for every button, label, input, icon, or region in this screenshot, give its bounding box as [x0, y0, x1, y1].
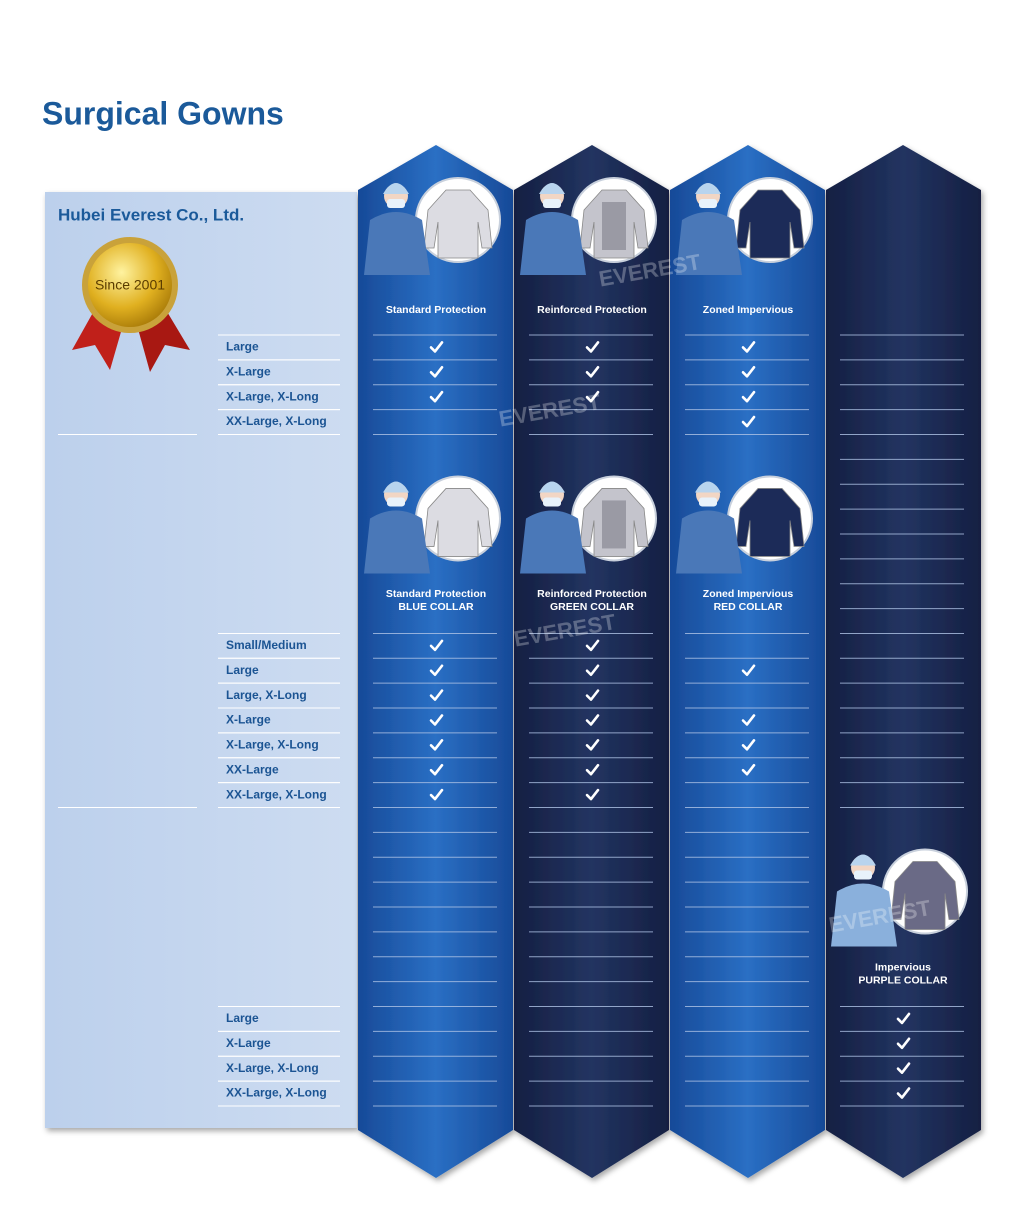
checkmark — [741, 714, 756, 726]
product-image — [364, 177, 501, 275]
size-label: XX-Large, X-Long — [226, 414, 327, 428]
checkmark — [896, 1012, 911, 1025]
checkmark — [429, 639, 444, 652]
product-name: Zoned Impervious — [703, 304, 794, 316]
checkmark — [429, 714, 444, 726]
person-body — [364, 212, 430, 275]
size-label: Large — [226, 340, 259, 354]
person-mask — [543, 199, 561, 208]
size-label: X-Large — [226, 1036, 271, 1050]
checkmark — [429, 689, 444, 701]
product-name: Zoned Impervious — [703, 588, 794, 600]
product-name: Standard Protection — [386, 588, 486, 600]
product-image — [831, 848, 968, 947]
checkmark — [585, 739, 600, 751]
person-mask — [699, 497, 717, 507]
checkmark — [896, 1037, 911, 1050]
checkmark — [741, 763, 756, 776]
checkmark — [585, 714, 600, 726]
person-mask — [543, 497, 561, 507]
badge: Since 2001 — [72, 237, 190, 372]
column — [670, 145, 825, 1178]
checkmark — [896, 1062, 911, 1074]
product-collar: PURPLE COLLAR — [858, 974, 948, 986]
product-image — [520, 177, 657, 275]
size-label: X-Large, X-Long — [226, 1061, 319, 1075]
product-image — [676, 177, 813, 275]
checkmark — [429, 366, 444, 378]
checkmark — [429, 341, 444, 353]
person-body — [676, 212, 742, 275]
person-cap — [539, 481, 565, 493]
product-name: Impervious — [875, 961, 931, 973]
size-label: X-Large — [226, 364, 271, 378]
gown-panel — [602, 500, 626, 549]
checkmark — [741, 366, 756, 378]
column — [358, 145, 513, 1178]
person-cap — [383, 481, 409, 493]
person-cap — [695, 183, 721, 194]
product-collar: RED COLLAR — [714, 601, 783, 613]
person-cap — [695, 481, 721, 493]
gown-panel — [602, 202, 626, 250]
column — [514, 145, 669, 1178]
checkmark — [585, 639, 600, 652]
product-collar: GREEN COLLAR — [550, 601, 634, 613]
size-label: XX-Large — [226, 762, 279, 776]
checkmark — [429, 788, 444, 801]
checkmark — [585, 788, 600, 801]
checkmark — [429, 763, 444, 776]
size-label: Large — [226, 663, 259, 677]
size-label: X-Large, X-Long — [226, 738, 319, 752]
size-label: X-Large — [226, 713, 271, 727]
badge-text: Since 2001 — [95, 277, 165, 293]
checkmark — [585, 390, 600, 403]
size-label: XX-Large, X-Long — [226, 787, 327, 801]
checkmark — [896, 1087, 911, 1099]
person-mask — [387, 497, 405, 507]
size-label: Large — [226, 1011, 259, 1025]
person-mask — [699, 199, 717, 208]
checkmark — [585, 689, 600, 701]
product-image — [364, 475, 501, 574]
checkmark — [741, 390, 756, 403]
product-collar: BLUE COLLAR — [398, 601, 474, 613]
product-image — [520, 475, 657, 574]
product-name: Reinforced Protection — [537, 588, 647, 600]
person-body — [364, 510, 430, 574]
size-label: XX-Large, X-Long — [226, 1086, 327, 1100]
size-label: X-Large, X-Long — [226, 389, 319, 403]
size-label: Large, X-Long — [226, 688, 307, 702]
checkmark — [429, 390, 444, 403]
product-name: Standard Protection — [386, 304, 486, 316]
person-body — [676, 510, 742, 574]
checkmark — [741, 739, 756, 751]
content: Standard Protection Reinforced Protection… — [58, 177, 968, 1107]
checkmark — [741, 415, 756, 428]
person-body — [520, 212, 586, 275]
size-label: Small/Medium — [226, 638, 307, 652]
company-name: Hubei Everest Co., Ltd. — [58, 205, 244, 224]
checkmark — [585, 341, 600, 353]
checkmark — [429, 739, 444, 751]
page-title: Surgical Gowns — [42, 95, 284, 131]
person-mask — [854, 870, 872, 880]
product-name: Reinforced Protection — [537, 304, 647, 316]
checkmark — [741, 341, 756, 353]
checkmark — [429, 664, 444, 677]
person-body — [520, 510, 586, 574]
person-cap — [539, 183, 565, 194]
person-cap — [850, 854, 876, 866]
checkmark — [741, 664, 756, 677]
checkmark — [585, 366, 600, 378]
product-image — [676, 475, 813, 574]
checkmark — [585, 763, 600, 776]
person-cap — [383, 183, 409, 194]
person-mask — [387, 199, 405, 208]
checkmark — [585, 664, 600, 677]
person-body — [831, 883, 897, 947]
